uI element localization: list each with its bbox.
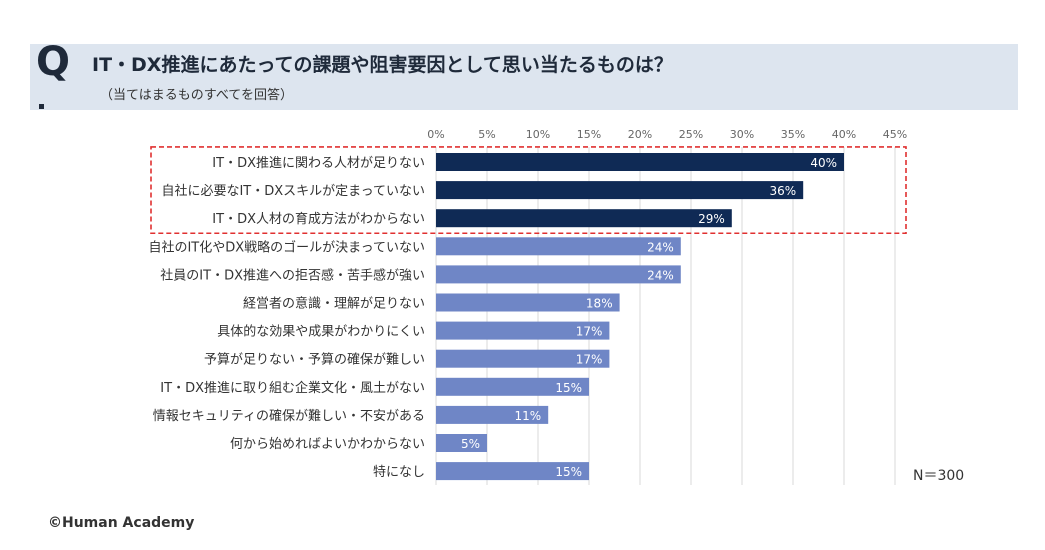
data-label: 5% — [461, 437, 480, 451]
x-tick-label: 30% — [730, 128, 754, 141]
bar — [436, 181, 804, 200]
data-label: 36% — [770, 184, 797, 198]
data-label: 24% — [647, 240, 674, 254]
x-tick-label: 45% — [883, 128, 907, 141]
category-label: 自社のIT化やDX戦略のゴールが決まっていない — [148, 239, 425, 255]
data-label: 29% — [698, 212, 725, 226]
bar — [436, 237, 681, 256]
bar — [436, 462, 589, 481]
data-label: 17% — [576, 325, 603, 339]
data-label: 40% — [810, 156, 837, 170]
category-label: IT・DX人材の育成方法がわからない — [212, 211, 425, 227]
category-label: 自社に必要なIT・DXスキルが定まっていない — [161, 183, 425, 199]
q-mark: Q — [36, 39, 71, 85]
bar — [436, 265, 681, 284]
category-label: 特になし — [373, 465, 425, 480]
question-title: IT・DX推進にあたっての課題や阻害要因として思い当たるものは？ — [92, 54, 673, 76]
category-label: 社員のIT・DX推進への拒否感・苦手感が強い — [160, 267, 425, 283]
data-label: 11% — [515, 409, 542, 423]
bar — [436, 349, 610, 368]
question-header-band — [30, 44, 1018, 110]
bar — [436, 153, 844, 171]
x-tick-label: 35% — [781, 128, 805, 141]
x-tick-label: 25% — [679, 128, 703, 141]
category-label: IT・DX推進に関わる人材が足りない — [212, 156, 425, 171]
q-mark-dot — [39, 104, 44, 109]
category-label: 情報セキュリティの確保が難しい・不安がある — [153, 408, 425, 424]
x-tick-label: 20% — [628, 128, 652, 141]
category-label: 具体的な効果や成果がわかりにくい — [217, 324, 425, 340]
bar — [436, 321, 610, 340]
x-tick-label: 40% — [832, 128, 856, 141]
bar — [436, 209, 732, 228]
question-note: （当てはまるものすべてを回答） — [100, 88, 294, 103]
bar — [436, 377, 589, 396]
x-tick-label: 0% — [427, 128, 444, 141]
category-label: IT・DX推進に取り組む企業文化・風土がない — [160, 380, 425, 396]
data-label: 15% — [555, 381, 582, 395]
data-label: 17% — [576, 353, 603, 367]
category-label: 経営者の意識・理解が足りない — [243, 296, 425, 312]
category-label: 予算が足りない・予算の確保が難しい — [204, 352, 425, 368]
bar — [436, 405, 549, 424]
bar — [436, 293, 620, 312]
bar — [436, 434, 487, 452]
data-label: 24% — [647, 268, 674, 282]
category-label: 何から始めればよいかわからない — [230, 436, 425, 452]
highlight-box — [150, 146, 907, 235]
x-tick-label: 10% — [526, 128, 550, 141]
copyright-text: ©Human Academy — [48, 515, 195, 531]
data-label: 15% — [555, 465, 582, 479]
data-label: 18% — [586, 297, 613, 311]
sample-size-label: N＝300 — [913, 468, 965, 484]
x-tick-label: 15% — [577, 128, 601, 141]
x-tick-label: 5% — [478, 128, 495, 141]
